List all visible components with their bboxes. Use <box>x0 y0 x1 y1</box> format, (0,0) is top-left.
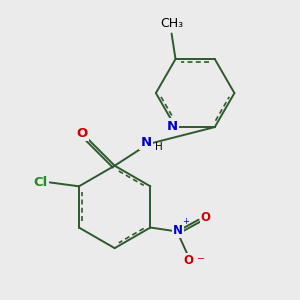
Text: O: O <box>184 254 194 267</box>
Text: H: H <box>155 142 163 152</box>
Text: Cl: Cl <box>34 176 48 189</box>
Text: CH₃: CH₃ <box>160 17 183 30</box>
Text: +: + <box>182 217 189 226</box>
Text: O: O <box>201 211 211 224</box>
Text: O: O <box>77 127 88 140</box>
Text: N: N <box>173 224 183 237</box>
Text: −: − <box>196 254 205 264</box>
Text: N: N <box>140 136 152 148</box>
Text: N: N <box>167 120 178 133</box>
